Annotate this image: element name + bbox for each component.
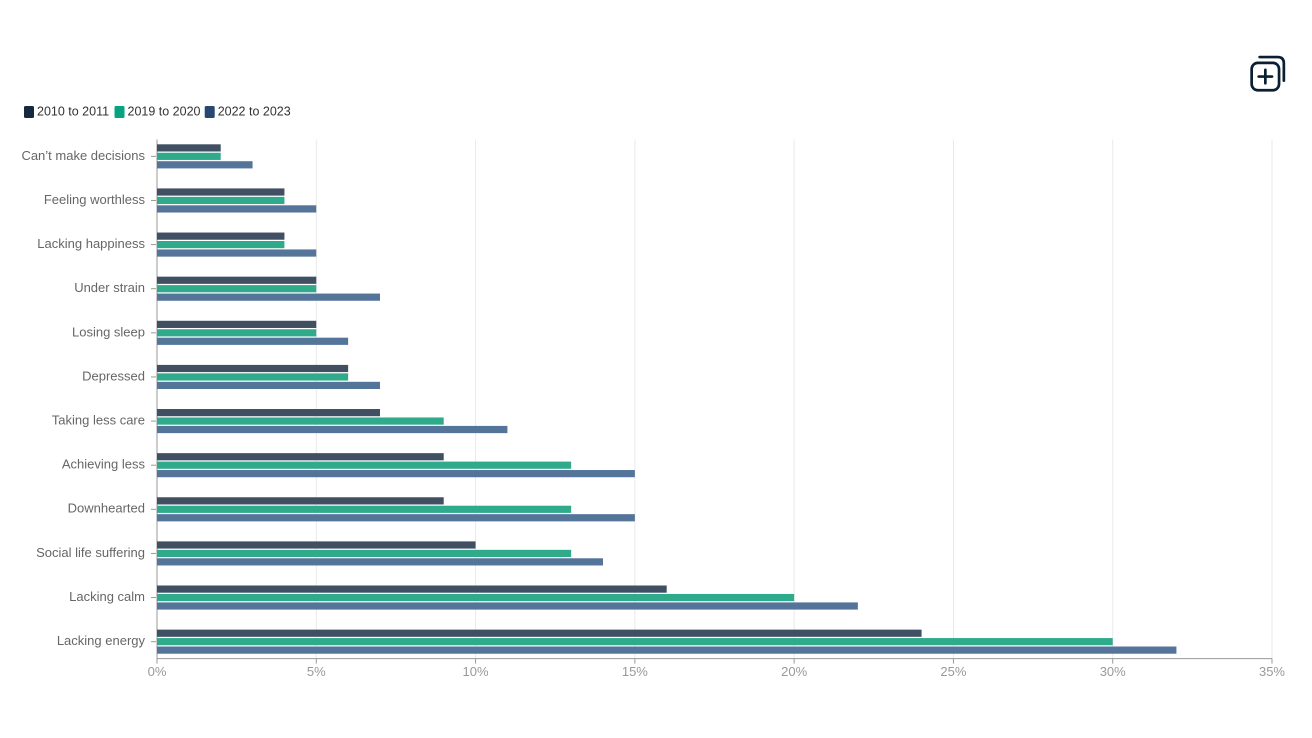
svg-text:Feeling worthless: Feeling worthless	[44, 192, 146, 207]
svg-text:10%: 10%	[463, 664, 489, 679]
svg-text:Can’t make decisions: Can’t make decisions	[21, 148, 145, 163]
svg-text:Lacking happiness: Lacking happiness	[37, 236, 145, 251]
svg-text:Depressed: Depressed	[82, 368, 145, 383]
svg-text:5%: 5%	[307, 664, 326, 679]
svg-text:15%: 15%	[622, 664, 648, 679]
svg-text:Lacking calm: Lacking calm	[69, 589, 145, 604]
svg-text:Social life suffering: Social life suffering	[36, 545, 145, 560]
svg-text:0%: 0%	[148, 664, 167, 679]
svg-text:30%: 30%	[1100, 664, 1126, 679]
svg-text:Taking less care: Taking less care	[52, 413, 145, 428]
svg-text:25%: 25%	[940, 664, 966, 679]
svg-text:2019 to 2020: 2019 to 2020	[128, 105, 201, 119]
svg-text:Under strain: Under strain	[74, 280, 145, 295]
svg-text:35%: 35%	[1259, 664, 1285, 679]
svg-text:20%: 20%	[781, 664, 807, 679]
svg-text:2010 to 2011: 2010 to 2011	[37, 105, 109, 119]
svg-text:Lacking energy: Lacking energy	[57, 633, 146, 648]
svg-text:Downhearted: Downhearted	[68, 501, 145, 516]
svg-text:Achieving less: Achieving less	[62, 457, 146, 472]
svg-text:Losing sleep: Losing sleep	[72, 324, 145, 339]
svg-text:2022 to 2023: 2022 to 2023	[218, 105, 291, 119]
